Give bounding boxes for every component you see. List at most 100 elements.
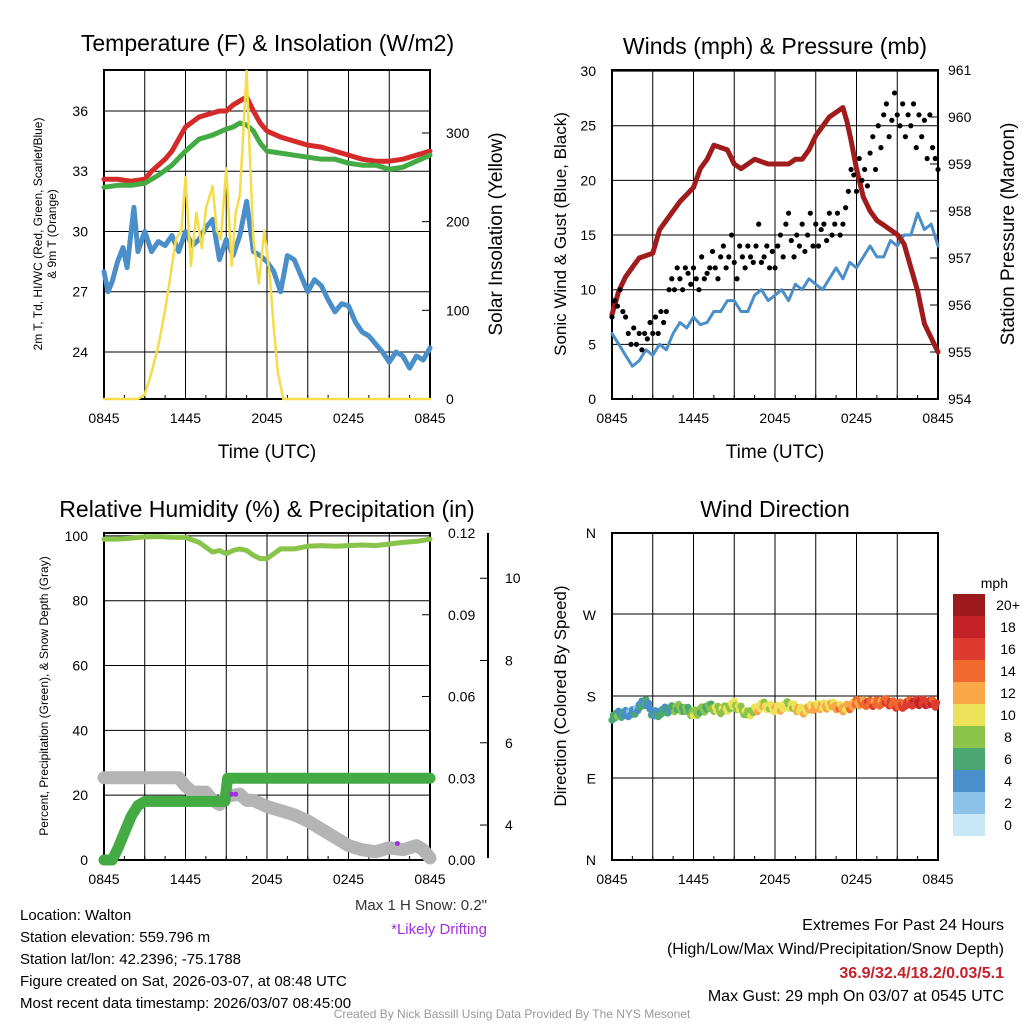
series-relative-humidity — [101, 534, 433, 562]
legend-swatch — [953, 594, 985, 616]
gust-point — [916, 112, 922, 118]
gust-point — [791, 254, 797, 260]
latlon-text: Station lat/lon: 42.2396; -75.1788 — [20, 951, 242, 968]
series-precipitation — [98, 772, 436, 866]
legend-label: 18 — [1000, 619, 1016, 635]
y-tick-label: 0 — [588, 391, 596, 407]
gust-point — [704, 270, 710, 276]
gust-point — [701, 276, 707, 282]
x-tick-label: 0245 — [333, 871, 364, 887]
gust-point — [680, 287, 686, 293]
gust-point — [622, 314, 629, 320]
y2-tick-label: 955 — [948, 344, 972, 360]
gust-point — [859, 177, 865, 183]
x-tick-label: 0845 — [922, 871, 953, 887]
gust-point — [647, 319, 653, 326]
gust-point — [891, 90, 898, 96]
legend-label: 20+ — [996, 597, 1020, 613]
drifting-point — [233, 791, 239, 797]
y-tick-label: 40 — [72, 722, 88, 738]
gust-point — [799, 221, 805, 227]
gust-point — [913, 145, 919, 151]
y-axis-label: Direction (Colored By Speed) — [551, 585, 570, 806]
legend-swatch — [953, 660, 985, 682]
y3-tick-label: 10 — [505, 570, 521, 586]
location-text: Location: Walton — [20, 907, 132, 924]
x-tick-label: 0845 — [414, 871, 445, 887]
y-tick-label: 36 — [72, 103, 88, 119]
series-hi-wc — [101, 120, 433, 190]
legend-swatch — [953, 748, 985, 770]
gust-point — [813, 221, 819, 227]
gust-point — [639, 347, 645, 353]
y-tick-label: N — [586, 852, 596, 868]
gust-point — [737, 243, 743, 249]
y-axis-label: Percent, Precipitation (Green), & Snow D… — [37, 556, 51, 835]
gust-point — [661, 319, 667, 326]
y-tick-label: 24 — [72, 344, 88, 360]
y2-tick-label: 200 — [446, 214, 470, 230]
series-2m-t — [101, 94, 433, 184]
gust-point — [777, 232, 784, 238]
series-snow-depth — [97, 771, 437, 865]
gust-point — [783, 221, 789, 227]
y-tick-label: 0 — [80, 852, 88, 868]
legend-swatch — [953, 814, 985, 836]
gust-point — [742, 265, 748, 271]
legend-label: 0 — [1004, 817, 1012, 833]
x-tick-label: 0845 — [922, 410, 953, 426]
y-tick-label: 30 — [72, 223, 88, 239]
y2-tick-label: 0.12 — [448, 525, 475, 541]
gust-point — [709, 248, 716, 255]
legend-swatch — [953, 704, 985, 726]
gust-point — [848, 166, 854, 173]
y2-tick-label: 0.09 — [448, 607, 475, 623]
x-axis-label: Time (UTC) — [726, 442, 825, 463]
legend-label: 16 — [1000, 641, 1016, 657]
gust-point — [843, 205, 849, 211]
x-tick-label: 0845 — [88, 871, 119, 887]
x-tick-label: 0845 — [88, 410, 119, 426]
extremes-title: Extremes For Past 24 Hours — [802, 917, 1004, 934]
y-tick-label: 25 — [580, 118, 596, 134]
gust-point — [609, 314, 615, 320]
x-tick-label: 0845 — [414, 410, 445, 426]
gust-point — [785, 210, 792, 216]
y-tick-label: 27 — [72, 284, 88, 300]
y2-tick-label: 956 — [948, 297, 972, 313]
gust-point — [720, 243, 726, 249]
y-tick-label: 15 — [580, 227, 596, 243]
gust-point — [805, 232, 811, 238]
gust-point — [636, 330, 642, 337]
chart-title: Wind Direction — [700, 496, 850, 522]
gust-point — [829, 232, 835, 238]
gust-point — [821, 221, 827, 227]
gust-point — [818, 226, 824, 233]
gust-point — [688, 281, 694, 287]
gust-point — [728, 232, 735, 238]
gust-point — [696, 287, 702, 293]
gust-point — [862, 166, 868, 173]
legend-swatch — [953, 682, 985, 704]
gust-point — [897, 123, 903, 129]
gust-point — [919, 134, 925, 140]
y2-axis-label: Solar Insolation (Yellow) — [486, 132, 507, 335]
credit-text: Created By Nick Bassill Using Data Provi… — [333, 1007, 691, 1021]
gust-point — [796, 243, 803, 249]
gust-point — [929, 145, 936, 151]
gust-point — [723, 265, 729, 271]
gust-point — [902, 134, 909, 140]
gust-point — [769, 248, 775, 255]
x-tick-label: 1445 — [170, 871, 201, 887]
y-axis-label: 2m T, Td, HI/WC (Red, Green, Scarlet/Blu… — [31, 118, 45, 351]
y3-tick-label: 8 — [505, 653, 513, 669]
gust-point — [837, 232, 843, 238]
gust-point — [851, 172, 857, 178]
gust-point — [878, 145, 884, 151]
gust-point — [875, 123, 881, 129]
y2-tick-label: 958 — [948, 203, 972, 219]
x-tick-label: 1445 — [678, 410, 709, 426]
gust-point — [775, 243, 781, 249]
y-tick-label: W — [583, 607, 597, 623]
y3-tick-label: 4 — [505, 817, 513, 833]
